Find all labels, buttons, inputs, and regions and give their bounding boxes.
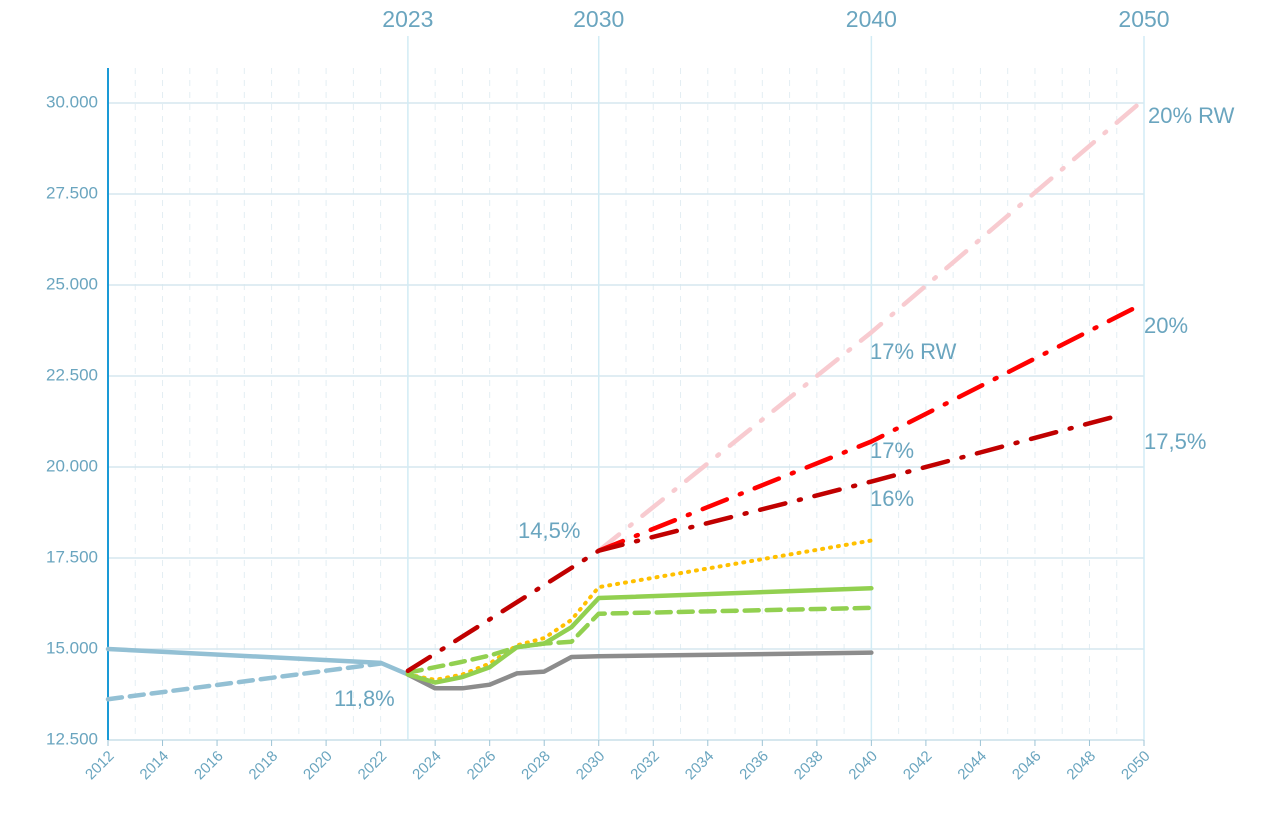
x-tick-label: 2036 bbox=[736, 748, 772, 784]
x-tick-label: 2018 bbox=[246, 748, 282, 784]
y-tick-label: 27.500 bbox=[46, 183, 98, 202]
reference-label: 2023 bbox=[382, 6, 433, 32]
series-line bbox=[105, 661, 383, 702]
x-tick-label: 2040 bbox=[845, 748, 881, 784]
x-tick-label: 2048 bbox=[1063, 748, 1099, 784]
annotation: 11,8% bbox=[334, 686, 395, 711]
x-tick-label: 2022 bbox=[355, 748, 391, 784]
reference-label: 2050 bbox=[1118, 6, 1169, 32]
x-tick-label: 2020 bbox=[300, 748, 336, 784]
annotation: 20% bbox=[1144, 313, 1188, 338]
y-tick-label: 15.000 bbox=[46, 638, 98, 657]
series-line bbox=[105, 646, 411, 677]
annotation: 17% RW bbox=[870, 339, 957, 364]
series-line bbox=[596, 97, 1147, 553]
reference-label: 2040 bbox=[846, 6, 897, 32]
x-tick-label: 2016 bbox=[191, 748, 227, 784]
x-tick-label: 2050 bbox=[1118, 748, 1154, 784]
annotation: 14,5% bbox=[518, 518, 580, 543]
series-line bbox=[596, 300, 1147, 553]
y-tick-label: 30.000 bbox=[46, 92, 98, 111]
x-tick-label: 2024 bbox=[409, 748, 445, 784]
y-tick-label: 20.000 bbox=[46, 456, 98, 475]
annotation: 20% RW bbox=[1148, 103, 1235, 128]
y-tick-label: 22.500 bbox=[46, 365, 98, 384]
x-tick-label: 2026 bbox=[464, 748, 500, 784]
x-tick-label: 2038 bbox=[791, 748, 827, 784]
series-line bbox=[405, 650, 874, 691]
x-tick-label: 2030 bbox=[573, 748, 609, 784]
x-tick-label: 2028 bbox=[518, 748, 554, 784]
x-tick-label: 2034 bbox=[682, 748, 718, 784]
y-tick-label: 25.000 bbox=[46, 274, 98, 293]
x-tick-label: 2014 bbox=[137, 748, 173, 784]
series-line bbox=[405, 538, 874, 682]
series-line bbox=[405, 413, 1119, 674]
y-tick-label: 17.500 bbox=[46, 547, 98, 566]
y-tick-label: 12.500 bbox=[46, 729, 98, 748]
reference-label: 2030 bbox=[573, 6, 624, 32]
series-line bbox=[405, 605, 874, 675]
x-tick-label: 2042 bbox=[900, 748, 936, 784]
annotation: 17% bbox=[870, 438, 914, 463]
annotation: 17,5% bbox=[1144, 429, 1206, 454]
x-tick-label: 2046 bbox=[1009, 748, 1045, 784]
x-tick-label: 2044 bbox=[954, 748, 990, 784]
x-tick-label: 2012 bbox=[82, 748, 118, 784]
annotation: 16% bbox=[870, 486, 914, 511]
series-line bbox=[405, 585, 874, 685]
x-tick-label: 2032 bbox=[627, 748, 663, 784]
